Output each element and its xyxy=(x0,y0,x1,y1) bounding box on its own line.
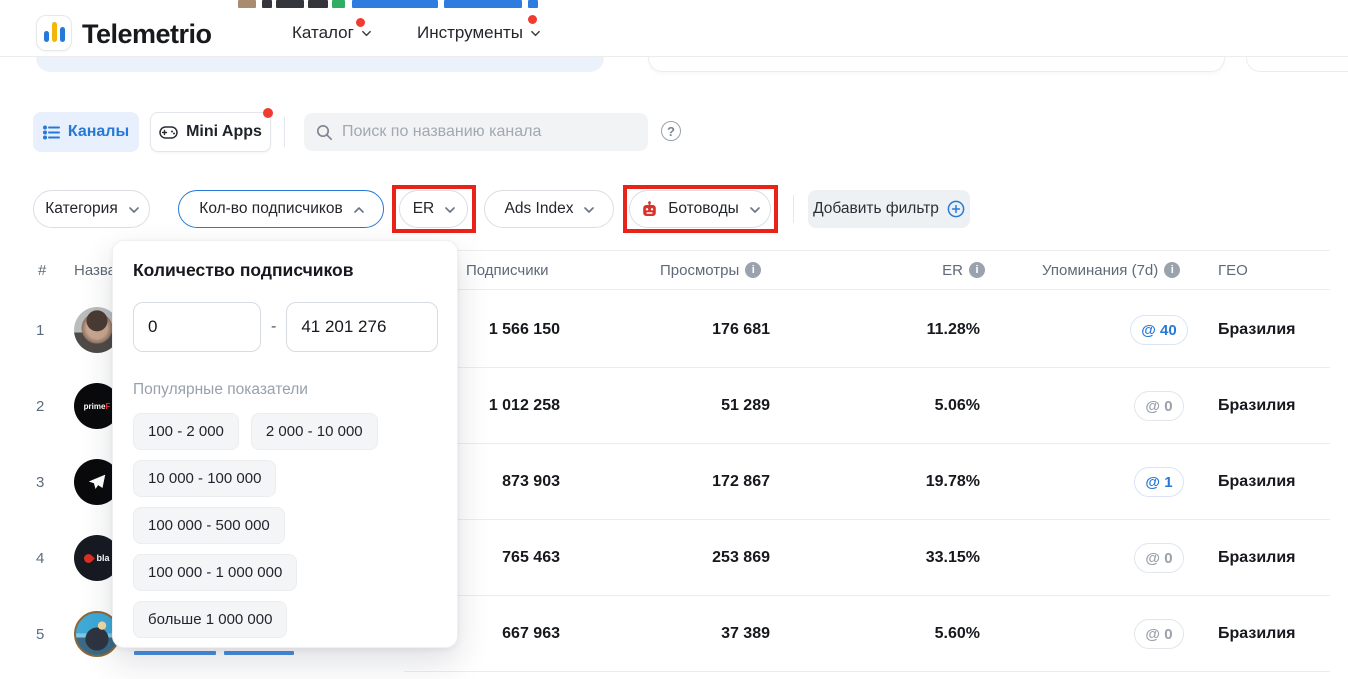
instruments-notification-dot xyxy=(528,15,537,24)
add-filter-button[interactable]: Добавить фильтр xyxy=(808,190,970,228)
column-number: # xyxy=(38,261,47,279)
plus-circle-icon xyxy=(947,200,965,218)
geo-value: Бразилия xyxy=(1218,473,1296,490)
preset-option[interactable]: больше 1 000 000 xyxy=(133,601,288,638)
nav-catalog[interactable]: Каталог xyxy=(292,23,371,43)
er-value: 5.60% xyxy=(934,625,980,642)
tab-mini-apps[interactable]: Mini Apps xyxy=(150,112,271,152)
help-icon[interactable]: ? xyxy=(661,121,681,141)
subscribers-value: 667 963 xyxy=(502,625,560,642)
preset-option[interactable]: 100 000 - 1 000 000 xyxy=(133,554,298,591)
presets-label: Популярные показатели xyxy=(133,381,308,398)
column-subscribers[interactable]: Подписчики xyxy=(466,261,549,279)
row-number: 4 xyxy=(36,549,45,567)
max-subscribers-input[interactable] xyxy=(286,302,439,352)
geo-value: Бразилия xyxy=(1218,549,1296,566)
search-input[interactable] xyxy=(342,123,636,141)
row-number: 3 xyxy=(36,473,45,491)
filter-category[interactable]: Категория xyxy=(33,190,150,228)
views-value: 176 681 xyxy=(712,321,770,338)
filter-subscribers-count[interactable]: Кол-во подписчиков xyxy=(178,190,384,228)
channel-search[interactable] xyxy=(304,113,648,151)
column-mentions[interactable]: Упоминания (7d) i xyxy=(1042,250,1181,290)
preset-option[interactable]: 10 000 - 100 000 xyxy=(133,460,277,497)
info-icon[interactable]: i xyxy=(1164,262,1181,278)
mentions-badge[interactable]: @ 0 xyxy=(1134,391,1184,421)
channels-list-icon xyxy=(42,125,60,140)
clipped-banner-card-middle xyxy=(648,57,1225,72)
range-separator: - xyxy=(271,318,277,335)
row-number: 1 xyxy=(36,321,45,339)
geo-value: Бразилия xyxy=(1218,397,1296,414)
divider xyxy=(284,117,285,147)
column-views[interactable]: Просмотры i xyxy=(660,250,762,290)
subscribers-value: 1 012 258 xyxy=(488,397,560,414)
catalog-notification-dot xyxy=(356,18,365,27)
clipped-blue-link xyxy=(444,0,522,8)
views-value: 253 869 xyxy=(712,549,770,566)
min-subscribers-input[interactable] xyxy=(133,302,261,352)
preset-list: 100 - 2 000 2 000 - 10 000 10 000 - 100 … xyxy=(133,413,437,638)
telegram-plane-icon xyxy=(86,471,108,493)
mini-apps-notification-dot xyxy=(263,108,273,118)
views-value: 172 867 xyxy=(712,473,770,490)
views-value: 37 389 xyxy=(721,625,770,642)
table-header: # Название Подписчики Просмотры i ER i У… xyxy=(0,250,1348,290)
clipped-banner-card-left xyxy=(36,57,604,72)
telemetrio-logo-icon[interactable] xyxy=(36,15,72,51)
divider xyxy=(793,195,794,223)
nav-instruments[interactable]: Инструменты xyxy=(417,23,540,43)
brand-name[interactable]: Telemetrio xyxy=(82,19,212,49)
preset-option[interactable]: 2 000 - 10 000 xyxy=(250,413,378,450)
er-value: 33.15% xyxy=(925,549,980,566)
gamepad-icon xyxy=(159,125,178,139)
channel-avatar[interactable] xyxy=(74,611,120,657)
subscribers-value: 765 463 xyxy=(502,549,560,566)
table-row[interactable]: 5 667 963 37 389 5.60% @ 0 Бразилия xyxy=(0,596,1348,672)
info-icon[interactable]: i xyxy=(969,262,985,278)
chevron-down-icon xyxy=(361,28,371,38)
dropdown-title: Количество подписчиков xyxy=(133,260,354,280)
robot-icon xyxy=(641,200,658,218)
clipped-banner-card-right xyxy=(1246,57,1348,72)
er-value: 5.06% xyxy=(934,397,980,414)
clipped-top-banner xyxy=(0,0,1348,8)
chevron-down-icon xyxy=(530,28,540,38)
chevron-down-icon xyxy=(749,204,760,214)
column-er[interactable]: ER i xyxy=(900,250,985,290)
geo-value: Бразилия xyxy=(1218,321,1296,338)
er-value: 19.78% xyxy=(925,473,980,490)
subscribers-value: 873 903 xyxy=(502,473,560,490)
chevron-down-icon xyxy=(128,204,139,214)
info-icon[interactable]: i xyxy=(745,262,762,278)
mentions-badge[interactable]: @ 1 xyxy=(1134,467,1184,497)
chevron-up-icon xyxy=(353,204,364,214)
row-number: 2 xyxy=(36,397,45,415)
clipped-blue-link xyxy=(352,0,438,8)
clipped-green-icon xyxy=(332,0,345,8)
mentions-badge[interactable]: @ 0 xyxy=(1134,543,1184,573)
er-value: 11.28% xyxy=(926,321,980,338)
row-number: 5 xyxy=(36,625,45,643)
subscribers-value: 1 566 150 xyxy=(488,321,560,338)
preset-option[interactable]: 100 - 2 000 xyxy=(133,413,239,450)
filter-ads-index[interactable]: Ads Index xyxy=(484,190,614,228)
clipped-avatar-image xyxy=(238,0,256,8)
flame-icon xyxy=(82,551,96,565)
mentions-badge[interactable]: @ 0 xyxy=(1134,619,1184,649)
mentions-badge[interactable]: @ 40 xyxy=(1130,315,1188,345)
chevron-down-icon xyxy=(583,204,595,214)
chevron-down-icon xyxy=(444,204,456,214)
search-icon xyxy=(316,124,333,141)
views-value: 51 289 xyxy=(721,397,770,414)
subscribers-filter-dropdown: Количество подписчиков - Популярные пока… xyxy=(112,240,458,648)
preset-option[interactable]: 100 000 - 500 000 xyxy=(133,507,285,544)
column-geo: ГЕО xyxy=(1218,261,1248,279)
tab-channels[interactable]: Каналы xyxy=(33,112,139,152)
geo-value: Бразилия xyxy=(1218,625,1296,642)
app-header: Telemetrio Каталог Инструменты xyxy=(0,8,1348,57)
filter-er[interactable]: ER xyxy=(399,190,468,228)
filter-botovody[interactable]: Ботоводы xyxy=(629,190,771,228)
